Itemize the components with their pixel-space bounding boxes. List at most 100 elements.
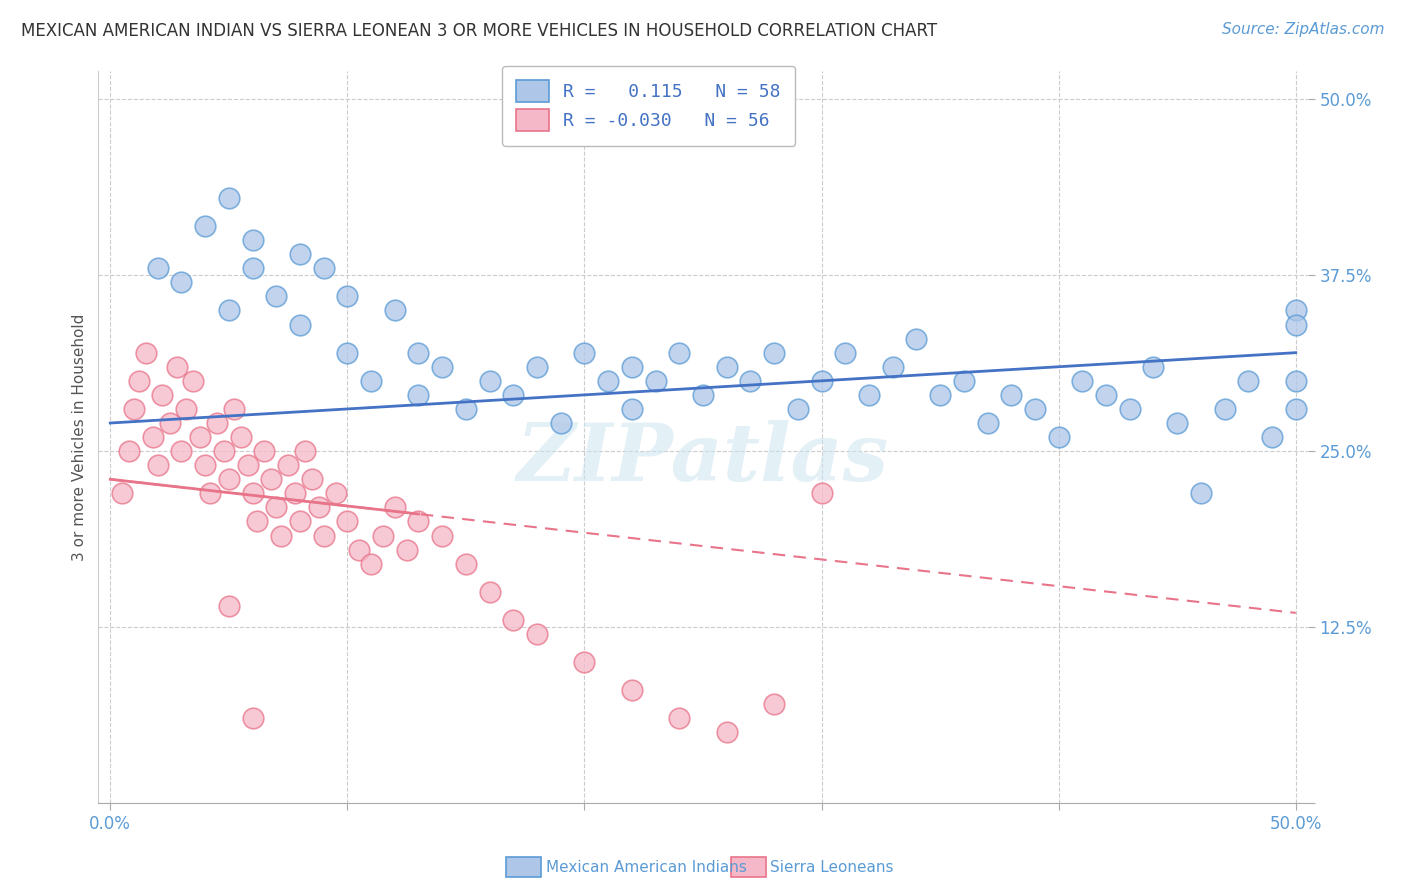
Point	[1285, 401, 1308, 416]
Text: Sierra Leoneans: Sierra Leoneans	[770, 860, 894, 874]
Point	[976, 416, 998, 430]
Point	[763, 698, 786, 712]
Point	[1285, 374, 1308, 388]
Point	[478, 374, 501, 388]
Point	[620, 401, 643, 416]
Point	[644, 374, 666, 388]
Point	[478, 584, 501, 599]
Point	[242, 233, 264, 247]
Point	[929, 388, 952, 402]
Point	[218, 303, 240, 318]
Point	[858, 388, 880, 402]
Point	[270, 528, 292, 542]
Point	[242, 261, 264, 276]
Point	[288, 247, 311, 261]
Point	[1285, 318, 1308, 332]
Point	[668, 345, 690, 359]
Point	[146, 261, 169, 276]
Point	[260, 472, 283, 486]
Point	[336, 345, 359, 359]
Point	[159, 416, 181, 430]
Text: Mexican American Indians: Mexican American Indians	[546, 860, 747, 874]
Point	[395, 542, 418, 557]
Point	[692, 388, 714, 402]
Point	[190, 430, 212, 444]
Point	[1166, 416, 1188, 430]
Point	[526, 359, 548, 374]
Point	[218, 472, 240, 486]
Point	[166, 359, 188, 374]
Point	[325, 486, 347, 500]
Point	[716, 725, 738, 739]
Point	[288, 515, 311, 529]
Point	[371, 528, 394, 542]
Point	[218, 191, 240, 205]
Text: Source: ZipAtlas.com: Source: ZipAtlas.com	[1222, 22, 1385, 37]
Text: ZIPatlas: ZIPatlas	[517, 420, 889, 498]
Point	[384, 500, 406, 515]
Point	[408, 388, 430, 402]
Point	[763, 345, 786, 359]
Point	[1142, 359, 1164, 374]
Point	[408, 345, 430, 359]
Point	[236, 458, 259, 473]
Point	[118, 444, 141, 458]
Point	[882, 359, 904, 374]
Point	[347, 542, 370, 557]
Point	[360, 374, 382, 388]
Point	[432, 359, 454, 374]
Point	[181, 374, 204, 388]
Point	[284, 486, 307, 500]
Point	[384, 303, 406, 318]
Point	[502, 388, 524, 402]
Point	[810, 486, 832, 500]
Point	[526, 627, 548, 641]
Point	[786, 401, 808, 416]
Point	[264, 289, 287, 303]
Point	[1047, 430, 1070, 444]
Point	[716, 359, 738, 374]
Point	[1095, 388, 1118, 402]
Point	[668, 711, 690, 725]
Point	[1119, 401, 1142, 416]
Y-axis label: 3 or more Vehicles in Household: 3 or more Vehicles in Household	[72, 313, 87, 561]
Point	[277, 458, 299, 473]
Point	[905, 332, 928, 346]
Point	[454, 401, 477, 416]
Point	[952, 374, 974, 388]
Point	[810, 374, 832, 388]
Point	[174, 401, 197, 416]
Point	[135, 345, 157, 359]
Point	[111, 486, 134, 500]
Point	[1000, 388, 1022, 402]
Point	[294, 444, 316, 458]
Point	[242, 711, 264, 725]
Point	[574, 655, 596, 669]
Point	[312, 528, 335, 542]
Point	[253, 444, 276, 458]
Point	[212, 444, 235, 458]
Point	[336, 515, 359, 529]
Point	[122, 401, 145, 416]
Point	[598, 374, 620, 388]
Point	[1237, 374, 1260, 388]
Point	[194, 219, 217, 233]
Point	[408, 515, 430, 529]
Point	[264, 500, 287, 515]
Point	[312, 261, 335, 276]
Point	[620, 359, 643, 374]
Point	[574, 345, 596, 359]
Text: MEXICAN AMERICAN INDIAN VS SIERRA LEONEAN 3 OR MORE VEHICLES IN HOUSEHOLD CORREL: MEXICAN AMERICAN INDIAN VS SIERRA LEONEA…	[21, 22, 938, 40]
Point	[1024, 401, 1046, 416]
Point	[170, 276, 193, 290]
Point	[360, 557, 382, 571]
Point	[502, 613, 524, 627]
Point	[128, 374, 150, 388]
Point	[301, 472, 323, 486]
Point	[1213, 401, 1236, 416]
Point	[308, 500, 330, 515]
Point	[834, 345, 856, 359]
Point	[1189, 486, 1212, 500]
Point	[1285, 303, 1308, 318]
Point	[1071, 374, 1094, 388]
